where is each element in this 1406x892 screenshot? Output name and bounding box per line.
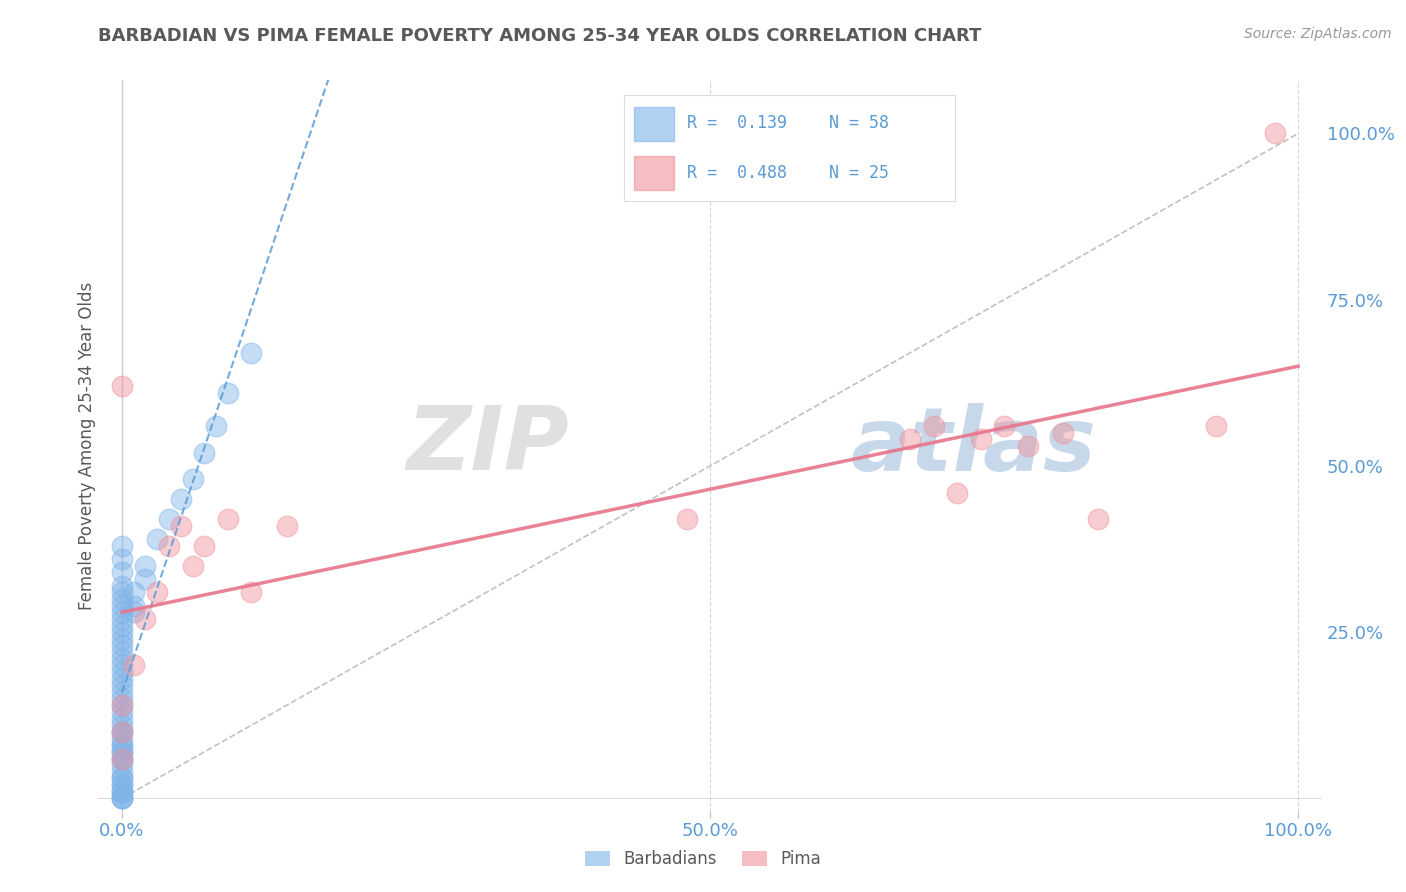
Point	[111, 605, 134, 619]
Point	[111, 751, 134, 765]
Point	[240, 585, 263, 599]
Point	[111, 738, 134, 752]
Point	[969, 433, 991, 447]
Text: Source: ZipAtlas.com: Source: ZipAtlas.com	[1244, 27, 1392, 41]
Point	[122, 585, 145, 599]
Point	[111, 566, 134, 580]
Point	[181, 472, 204, 486]
Point	[111, 772, 134, 786]
Point	[111, 632, 134, 646]
Point	[993, 419, 1015, 434]
Point	[111, 751, 134, 765]
Legend: Barbadians, Pima: Barbadians, Pima	[578, 844, 828, 875]
Point	[111, 731, 134, 746]
Text: BARBADIAN VS PIMA FEMALE POVERTY AMONG 25-34 YEAR OLDS CORRELATION CHART: BARBADIAN VS PIMA FEMALE POVERTY AMONG 2…	[98, 27, 981, 45]
Point	[111, 758, 134, 772]
Point	[111, 738, 134, 752]
Point	[217, 385, 239, 400]
Point	[276, 518, 298, 533]
Point	[111, 725, 134, 739]
Text: ZIP: ZIP	[406, 402, 569, 490]
Point	[111, 772, 134, 786]
Point	[111, 579, 134, 593]
Point	[111, 751, 134, 765]
Point	[193, 539, 215, 553]
Point	[240, 346, 263, 360]
Point	[170, 492, 193, 507]
Point	[111, 691, 134, 706]
Point	[122, 658, 145, 673]
Point	[122, 605, 145, 619]
Point	[111, 652, 134, 666]
Point	[134, 572, 156, 586]
Point	[1052, 425, 1074, 440]
Point	[111, 591, 134, 606]
Point	[111, 785, 134, 799]
Point	[111, 618, 134, 632]
Point	[1017, 439, 1039, 453]
Point	[898, 433, 921, 447]
Point	[111, 718, 134, 732]
Point	[111, 658, 134, 673]
Point	[170, 518, 193, 533]
Point	[111, 625, 134, 640]
Point	[111, 745, 134, 759]
Point	[146, 585, 169, 599]
Point	[134, 612, 156, 626]
Point	[122, 599, 145, 613]
Point	[157, 512, 180, 526]
Point	[111, 678, 134, 692]
Point	[111, 665, 134, 679]
Point	[111, 612, 134, 626]
Point	[1264, 127, 1286, 141]
Point	[111, 785, 134, 799]
Point	[157, 539, 180, 553]
Point	[111, 539, 134, 553]
Point	[111, 552, 134, 566]
Point	[946, 485, 969, 500]
Point	[111, 712, 134, 726]
Point	[111, 725, 134, 739]
Point	[111, 705, 134, 719]
Point	[111, 778, 134, 792]
Point	[134, 558, 156, 573]
Text: atlas: atlas	[851, 402, 1097, 490]
Point	[111, 791, 134, 805]
Point	[111, 764, 134, 779]
Y-axis label: Female Poverty Among 25-34 Year Olds: Female Poverty Among 25-34 Year Olds	[79, 282, 96, 610]
Point	[1205, 419, 1227, 434]
Point	[1087, 512, 1109, 526]
Point	[111, 379, 134, 393]
Point	[111, 599, 134, 613]
Point	[111, 745, 134, 759]
Point	[217, 512, 239, 526]
Point	[111, 685, 134, 699]
Point	[111, 645, 134, 659]
Point	[111, 639, 134, 653]
Point	[146, 532, 169, 546]
Point	[181, 558, 204, 573]
Point	[111, 698, 134, 713]
Point	[111, 585, 134, 599]
Point	[111, 672, 134, 686]
Point	[111, 778, 134, 792]
Point	[205, 419, 228, 434]
Point	[111, 725, 134, 739]
Point	[675, 512, 697, 526]
Point	[193, 445, 215, 459]
Point	[922, 419, 945, 434]
Point	[111, 791, 134, 805]
Point	[111, 698, 134, 713]
Point	[111, 791, 134, 805]
